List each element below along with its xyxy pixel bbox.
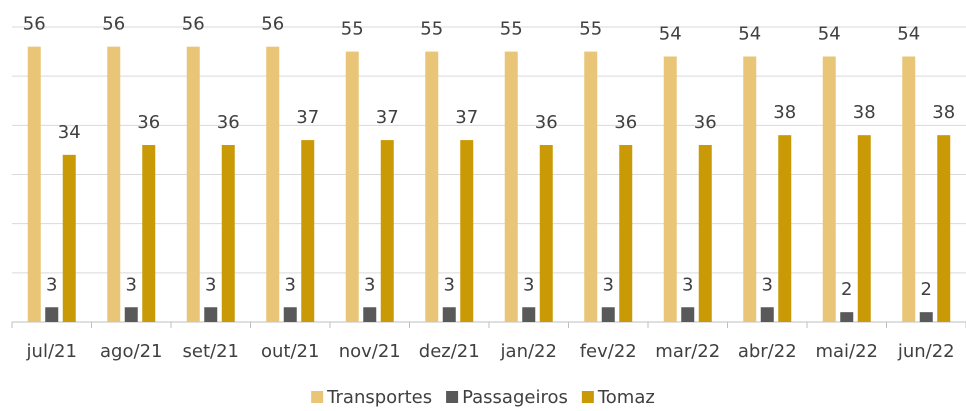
bar — [442, 307, 456, 322]
data-label: 37 — [376, 107, 399, 128]
data-label: 36 — [694, 112, 717, 133]
bar — [857, 135, 871, 322]
bar — [902, 56, 916, 322]
bar — [522, 307, 536, 322]
legend-label: Passageiros — [462, 387, 568, 408]
data-label: 55 — [341, 19, 364, 40]
data-label: 54 — [738, 24, 761, 45]
data-label: 37 — [296, 107, 319, 128]
legend-label: Tomaz — [597, 387, 655, 408]
bar — [124, 307, 138, 322]
x-tick-label: jan/22 — [500, 341, 557, 362]
bar — [698, 145, 712, 322]
data-label: 54 — [897, 24, 920, 45]
data-label: 56 — [182, 14, 205, 35]
x-tick-label: ago/21 — [100, 341, 162, 362]
bar — [663, 56, 677, 322]
data-label: 3 — [762, 274, 773, 295]
bar — [107, 46, 121, 323]
legend-swatch — [581, 391, 594, 403]
data-label: 36 — [614, 112, 637, 133]
data-label: 2 — [841, 279, 852, 300]
bar — [345, 51, 359, 322]
data-label: 38 — [773, 102, 796, 123]
data-label: 38 — [932, 102, 955, 123]
x-tick-label: dez/21 — [419, 341, 480, 362]
data-label: 36 — [535, 112, 558, 133]
legend-label: Transportes — [326, 387, 432, 408]
bar — [186, 46, 200, 323]
bar — [919, 312, 933, 322]
data-label: 56 — [23, 14, 46, 35]
data-label: 37 — [455, 107, 478, 128]
bar — [363, 307, 377, 322]
x-tick-label: mar/22 — [655, 341, 720, 362]
data-label: 3 — [46, 274, 57, 295]
data-label: 55 — [420, 19, 443, 40]
bar — [283, 307, 297, 322]
data-label: 3 — [205, 274, 216, 295]
bar — [204, 307, 218, 322]
data-label: 36 — [137, 112, 160, 133]
data-label: 3 — [126, 274, 137, 295]
bar — [601, 307, 615, 322]
data-label: 54 — [659, 24, 682, 45]
data-label: 54 — [818, 24, 841, 45]
data-label: 3 — [285, 274, 296, 295]
bar — [539, 145, 553, 322]
bar — [822, 56, 836, 322]
bar — [584, 51, 598, 322]
bar — [681, 307, 695, 322]
bar — [301, 140, 315, 322]
x-tick-label: out/21 — [261, 341, 319, 362]
bar — [743, 56, 757, 322]
x-tick-label: nov/21 — [339, 341, 401, 362]
bar — [425, 51, 439, 322]
bar — [760, 307, 774, 322]
data-label: 3 — [682, 274, 693, 295]
data-label: 56 — [261, 14, 284, 35]
x-tick-label: jun/22 — [897, 341, 955, 362]
bar — [27, 46, 41, 323]
data-label: 3 — [603, 274, 614, 295]
bar — [504, 51, 518, 322]
legend-swatch — [446, 391, 459, 403]
x-tick-label: fev/22 — [580, 341, 637, 362]
data-label: 55 — [500, 19, 523, 40]
data-label: 55 — [579, 19, 602, 40]
bar — [778, 135, 792, 322]
data-label: 3 — [523, 274, 534, 295]
data-label: 3 — [444, 274, 455, 295]
data-label: 3 — [364, 274, 375, 295]
bar — [221, 145, 235, 322]
data-label: 34 — [58, 122, 81, 143]
x-tick-label: set/21 — [183, 341, 239, 362]
data-label: 2 — [921, 279, 932, 300]
data-label: 38 — [853, 102, 876, 123]
x-tick-label: abr/22 — [738, 341, 797, 362]
legend-swatch — [311, 391, 324, 403]
bar — [62, 154, 76, 322]
bar — [460, 140, 474, 322]
data-label: 36 — [217, 112, 240, 133]
bar — [266, 46, 280, 323]
bar — [45, 307, 59, 322]
bar — [619, 145, 633, 322]
bar — [840, 312, 854, 322]
x-tick-label: jul/21 — [26, 341, 77, 362]
bar — [142, 145, 156, 322]
x-tick-label: mai/22 — [815, 341, 878, 362]
data-label: 56 — [102, 14, 125, 35]
bar — [380, 140, 394, 322]
bar — [937, 135, 951, 322]
